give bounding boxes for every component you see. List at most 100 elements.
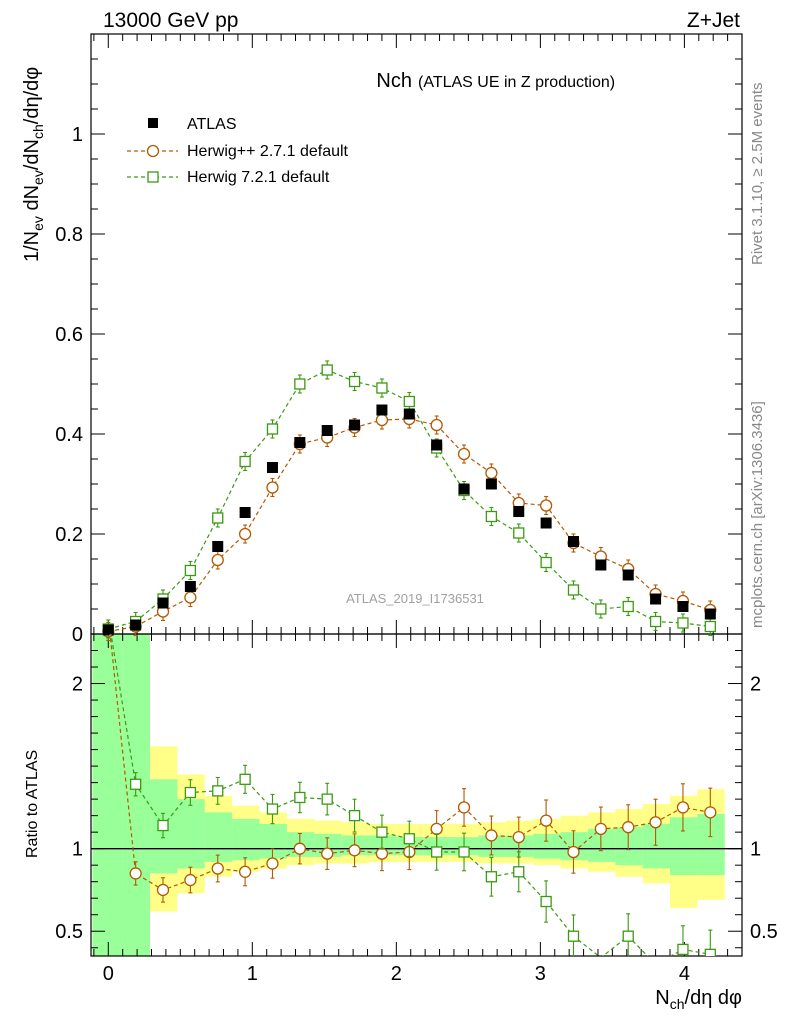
stat-uncertainty-band: [177, 799, 205, 869]
herwigpp-point: [430, 418, 443, 432]
herwig7-point: [622, 930, 634, 942]
atlas-data-point: [458, 483, 470, 495]
herwigpp-point: [457, 801, 471, 814]
atlas-data-point: [650, 593, 662, 605]
stat-uncertainty-band: [259, 823, 287, 859]
main-y-tick-label: 0.6: [55, 324, 83, 346]
herwig7-point: [649, 615, 662, 628]
herwig7-point: [622, 600, 634, 613]
analysis-watermark: ATLAS_2019_I1736531: [346, 591, 484, 606]
herwig7-point: [540, 895, 552, 908]
atlas-data-point: [431, 439, 443, 451]
stat-uncertainty-band: [314, 833, 342, 857]
ratio-uncertainty-bands: [91, 634, 742, 956]
herwigpp-point: [567, 845, 580, 859]
herwigpp-point: [676, 801, 690, 814]
axis-ticks: [91, 34, 743, 956]
atlas-data-point: [294, 437, 306, 448]
herwig7-point: [212, 785, 224, 797]
herwig7-point: [348, 375, 361, 388]
herwigpp-point: [485, 466, 498, 480]
herwig7-point: [321, 793, 333, 805]
atlas-data-point: [540, 517, 552, 529]
herwigpp-point: [321, 847, 334, 860]
herwigpp-point: [375, 847, 389, 860]
herwig7-point: [595, 603, 607, 615]
atlas-data-point: [485, 478, 497, 490]
herwig7-point: [184, 564, 197, 577]
x-tick-label: 2: [391, 963, 402, 985]
herwig7-point: [129, 778, 142, 790]
herwigpp-point: [266, 481, 279, 494]
herwig7-point: [376, 826, 388, 838]
atlas-data-point: [130, 619, 142, 631]
axis-tick-labels: 0 0.2 0.4 0.6 0.8 1 0 1 2 3 4 0.5 0.5 1 1 2 2: [55, 124, 778, 985]
herwig7-point: [348, 809, 361, 822]
herwigpp-point: [539, 814, 553, 827]
herwig7-point: [431, 846, 443, 858]
herwig7-point: [704, 620, 716, 633]
ratio-series-group: [109, 634, 717, 956]
herwig7-point: [239, 455, 251, 468]
ratio-panel-frame: [90, 633, 743, 957]
legend-atlas-label: ATLAS: [187, 116, 237, 133]
legend-atlas-marker: [148, 118, 158, 128]
herwigpp-point: [156, 883, 170, 897]
herwigpp-point: [375, 413, 389, 427]
ratio-y-tick-label: 2: [72, 674, 83, 696]
main-y-tick-label: 1: [72, 124, 83, 146]
herwig7-point: [403, 395, 415, 408]
main-y-tick-label: 0.4: [55, 424, 83, 446]
stat-uncertainty-band: [92, 634, 123, 956]
herwigpp-point: [266, 857, 279, 870]
atlas-data-point: [321, 425, 333, 436]
atlas-data-point: [677, 601, 689, 612]
herwigpp-point: [539, 499, 553, 512]
ratio-y-tick-label: 0.5: [55, 921, 83, 943]
x-tick-label: 0: [103, 963, 114, 985]
plot-subtitle: (ATLAS UE in Z production): [418, 74, 615, 91]
herwig7-point: [513, 866, 525, 878]
mcplots-label: mcplots.cern.ch [arXiv:1306.3436]: [749, 401, 766, 628]
herwigpp-point: [184, 591, 197, 604]
ratio-y-tick-label-right: 0.5: [750, 921, 778, 943]
x-tick-label: 1: [247, 963, 258, 985]
herwigpp-point: [512, 830, 525, 844]
stat-uncertainty-band: [478, 835, 506, 857]
legend-herwig7-marker: [147, 171, 159, 183]
atlas-data-point: [349, 419, 361, 431]
herwig7-point: [567, 584, 580, 596]
herwigpp-point: [457, 447, 471, 461]
herwig7-point: [540, 556, 552, 569]
herwigpp-point: [238, 527, 252, 541]
herwig7-point: [485, 871, 498, 883]
plot-title: Nch: [376, 70, 412, 92]
ratio-y-tick-label-right: 2: [750, 674, 761, 696]
data-series: [102, 360, 717, 956]
atlas-data-point: [212, 541, 224, 552]
atlas-data-point: [102, 624, 114, 636]
herwig7-point: [184, 786, 197, 799]
herwigpp-ratio-line: [109, 634, 711, 891]
herwigpp-point: [238, 865, 252, 878]
main-y-axis-title: 1/Nev dNev/dNch/dη/dφ: [21, 67, 46, 262]
herwig7-point: [266, 803, 279, 815]
ratio-y-tick-label: 1: [72, 839, 83, 861]
herwig7-point: [376, 382, 388, 394]
herwig7-point: [403, 833, 415, 845]
herwig7-point: [513, 527, 525, 539]
stat-uncertainty-band: [204, 812, 233, 862]
herwigpp-point: [622, 821, 635, 834]
herwig7-point: [294, 378, 306, 390]
herwigpp-point: [129, 867, 142, 880]
rivet-version-label: Rivet 3.1.10, ≥ 2.5M events: [749, 83, 766, 266]
herwig7-point: [157, 819, 169, 832]
energy-label: 13000 GeV pp: [103, 9, 238, 32]
herwig7-point: [677, 617, 689, 629]
process-label: Z+Jet: [687, 9, 740, 32]
atlas-data-point: [376, 404, 388, 416]
stat-uncertainty-band: [615, 827, 643, 866]
atlas-data-point: [239, 507, 251, 518]
legend-herwigpp-label: Herwig++ 2.7.1 default: [187, 143, 349, 160]
